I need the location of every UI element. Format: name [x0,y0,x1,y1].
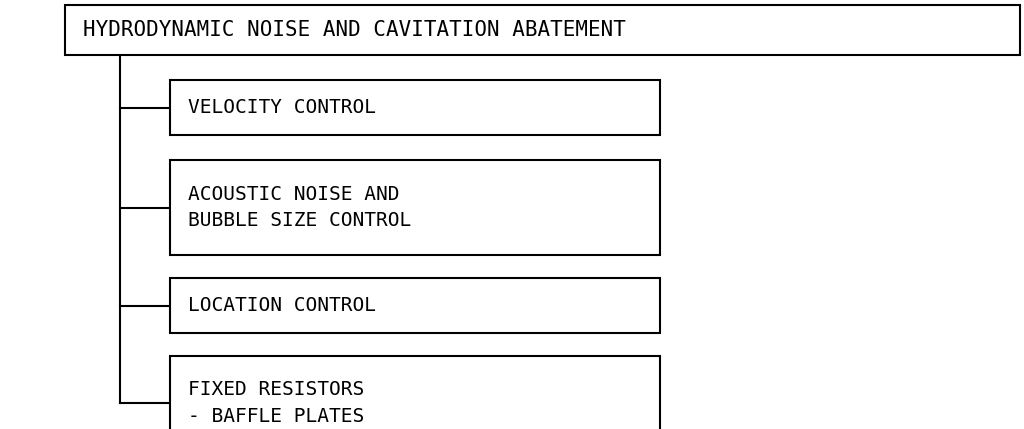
FancyBboxPatch shape [65,5,1020,55]
Text: ACOUSTIC NOISE AND
BUBBLE SIZE CONTROL: ACOUSTIC NOISE AND BUBBLE SIZE CONTROL [188,185,412,230]
FancyBboxPatch shape [170,80,660,135]
Text: LOCATION CONTROL: LOCATION CONTROL [188,296,376,315]
FancyBboxPatch shape [170,160,660,255]
FancyBboxPatch shape [170,278,660,333]
Text: FIXED RESISTORS
- BAFFLE PLATES: FIXED RESISTORS - BAFFLE PLATES [188,380,365,426]
Text: VELOCITY CONTROL: VELOCITY CONTROL [188,98,376,117]
FancyBboxPatch shape [170,356,660,429]
Text: HYDRODYNAMIC NOISE AND CAVITATION ABATEMENT: HYDRODYNAMIC NOISE AND CAVITATION ABATEM… [83,20,626,40]
